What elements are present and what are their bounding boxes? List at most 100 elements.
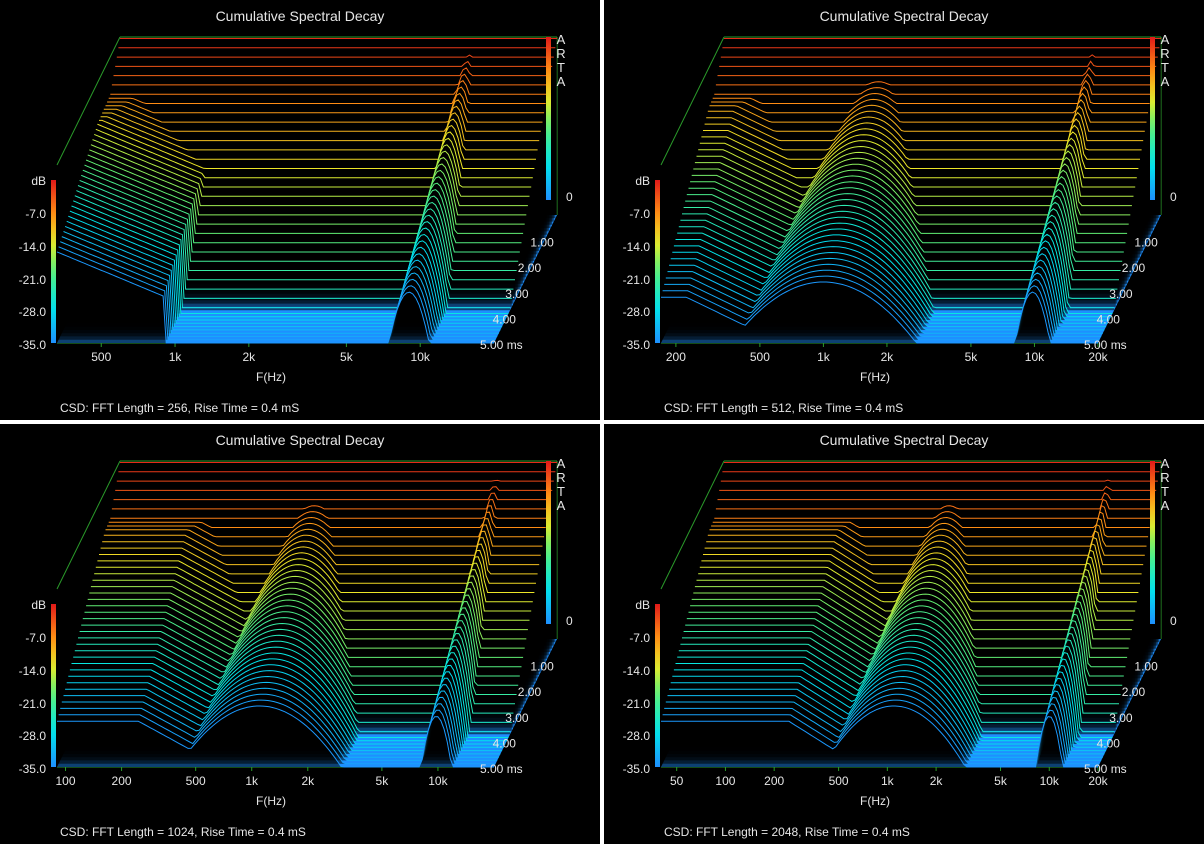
csd-slice-line <box>714 504 1152 519</box>
csd-slice-line <box>690 599 1128 658</box>
csd-slice-line <box>680 210 1118 290</box>
csd-slice-line <box>675 228 1113 314</box>
csd-slice-line <box>715 73 1153 86</box>
slice-fill <box>57 706 494 767</box>
csd-slice-line <box>87 154 525 225</box>
arta-letter: A <box>557 74 566 89</box>
x-tick-label: 200 <box>666 350 686 364</box>
csd-slice-line <box>105 99 543 123</box>
arta-letter: A <box>1161 498 1170 513</box>
colorbar-left <box>51 180 56 343</box>
csd-slice-line <box>92 139 530 197</box>
time-tick-label: 3.00 <box>505 711 529 725</box>
csd-slice-line <box>711 517 1149 538</box>
x-tick-label: 1k <box>169 350 183 364</box>
x-tick-label: 1k <box>881 774 895 788</box>
csd-slice-line <box>94 569 532 612</box>
csd-slice-line <box>58 246 496 341</box>
csd-slice-line <box>100 116 538 151</box>
csd-chart-4: Cumulative Spectral Decay dB -7.0 -14.0 -21.… <box>623 432 1177 839</box>
colorbar-right <box>546 37 551 200</box>
csd-slice-line <box>107 518 545 538</box>
time-tick-label: 3.00 <box>505 287 529 301</box>
csd-slice-line <box>667 681 1105 755</box>
csd-slice-line <box>672 664 1110 745</box>
colorbar-right <box>1150 37 1155 200</box>
csd-slice-line <box>115 60 553 67</box>
csd-footer: CSD: FFT Length = 2048, Rise Time = 0.4 … <box>664 825 910 839</box>
csd-slice-line <box>90 144 528 207</box>
csd-slice-line <box>68 215 506 321</box>
z-tick-label: -35.0 <box>19 762 47 776</box>
colorbar-right <box>546 461 551 624</box>
z-tick-label: -28.0 <box>19 729 47 743</box>
z-axis-label: dB <box>31 174 46 188</box>
csd-slice-line <box>116 479 554 482</box>
csd-slice-line <box>63 231 501 331</box>
csd-panel-2: Cumulative Spectral Decay dB -7.0 -14.0 -21.… <box>604 0 1204 420</box>
z-axis-label: dB <box>635 598 650 612</box>
z-tick-label: -21.0 <box>19 697 47 711</box>
x-tick-label: 2k <box>301 774 315 788</box>
csd-slice-line <box>661 281 1098 344</box>
chart-title: Cumulative Spectral Decay <box>820 432 989 448</box>
arta-letter: T <box>557 60 565 75</box>
z-tick-label: -21.0 <box>19 273 47 287</box>
csd-slice-line <box>92 575 530 621</box>
csd-slice-line <box>56 251 494 344</box>
csd-slice-line <box>701 556 1139 593</box>
x-tick-label: 2k <box>242 350 256 364</box>
csd-slice-line <box>115 486 553 491</box>
csd-slice-line <box>662 275 1100 341</box>
x-tick-label: 20k <box>1088 350 1108 364</box>
chart-title: Cumulative Spectral Decay <box>216 8 385 24</box>
csd-slice-line <box>82 169 520 253</box>
z-tick-label: -14.0 <box>623 664 651 678</box>
csd-slice-line <box>719 485 1157 491</box>
slice-fill <box>661 282 1098 343</box>
csd-slice-line <box>73 200 511 309</box>
csd-chart-3: Cumulative Spectral Decay dB -7.0 -14.0 -21.… <box>19 432 573 839</box>
chart-title: Cumulative Spectral Decay <box>820 8 989 24</box>
time-tick-label: 1.00 <box>1134 236 1158 250</box>
x-tick-label: 50 <box>670 774 684 788</box>
time-tick-label: 2.00 <box>518 685 542 699</box>
x-tick-label: 10k <box>1040 774 1060 788</box>
z-tick-label: -35.0 <box>19 338 47 352</box>
csd-slice-line <box>677 222 1115 309</box>
csd-slice-line <box>71 205 509 314</box>
z-tick-label: -35.0 <box>623 338 651 352</box>
x-axis-label: F(Hz) <box>256 794 286 808</box>
csd-slice-line <box>64 225 503 328</box>
csd-slice-line <box>103 105 541 132</box>
csd-slice-line <box>77 185 515 281</box>
z-tick-label: -14.0 <box>623 240 651 254</box>
csd-slice-line <box>682 628 1119 705</box>
time-tick-label: 1.00 <box>1134 660 1158 674</box>
csd-slice-line <box>699 562 1137 603</box>
slices-group <box>56 38 557 344</box>
csd-slice-line <box>703 549 1140 584</box>
csd-panel-1: Cumulative Spectral Decay dB -7.0 -14.0 -21.… <box>0 0 600 420</box>
x-tick-label: 10k <box>428 774 448 788</box>
csd-slice-line <box>95 562 533 603</box>
time-tick-label: 4.00 <box>493 312 517 326</box>
csd-footer: CSD: FFT Length = 1024, Rise Time = 0.4 … <box>60 825 306 839</box>
slice-fill <box>57 251 494 343</box>
csd-slice-line <box>76 190 514 290</box>
time-tick-label: 4.00 <box>493 736 517 750</box>
z-tick-label: -21.0 <box>623 697 651 711</box>
arta-letter: A <box>557 498 566 513</box>
csd-slice-line <box>706 536 1144 566</box>
x-tick-label: 5k <box>376 774 390 788</box>
csd-slice-line <box>694 581 1132 631</box>
csd-slice-line <box>664 269 1102 337</box>
arta-letter: R <box>556 470 565 485</box>
x-tick-label: 2k <box>930 774 944 788</box>
time-tick-label: 4.00 <box>1097 312 1121 326</box>
csd-slice-line <box>696 575 1134 621</box>
time-tick-label: 1.00 <box>530 236 554 250</box>
time-tick-label: 0 <box>566 190 573 204</box>
csd-slice-line <box>677 646 1115 733</box>
csd-slice-line <box>89 149 527 216</box>
